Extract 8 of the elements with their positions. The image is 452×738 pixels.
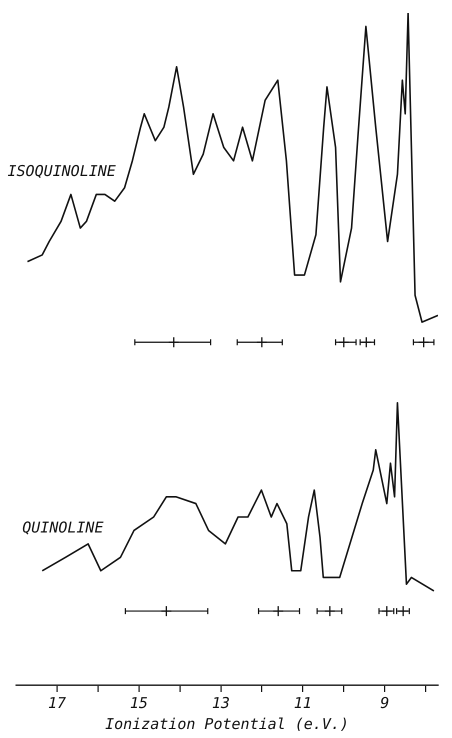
x-tick-label: 13 [212,694,230,712]
x-axis-title: Ionization Potential (e.V.) [105,714,349,733]
x-tick-label: 9 [380,694,390,712]
x-tick-label: 11 [294,694,312,712]
x-tick-label: 17 [48,694,66,712]
x-tick-label: 15 [130,694,148,712]
series-label: QUINOLINE [22,518,104,536]
series-label: ISOQUINOLINE [7,162,116,180]
